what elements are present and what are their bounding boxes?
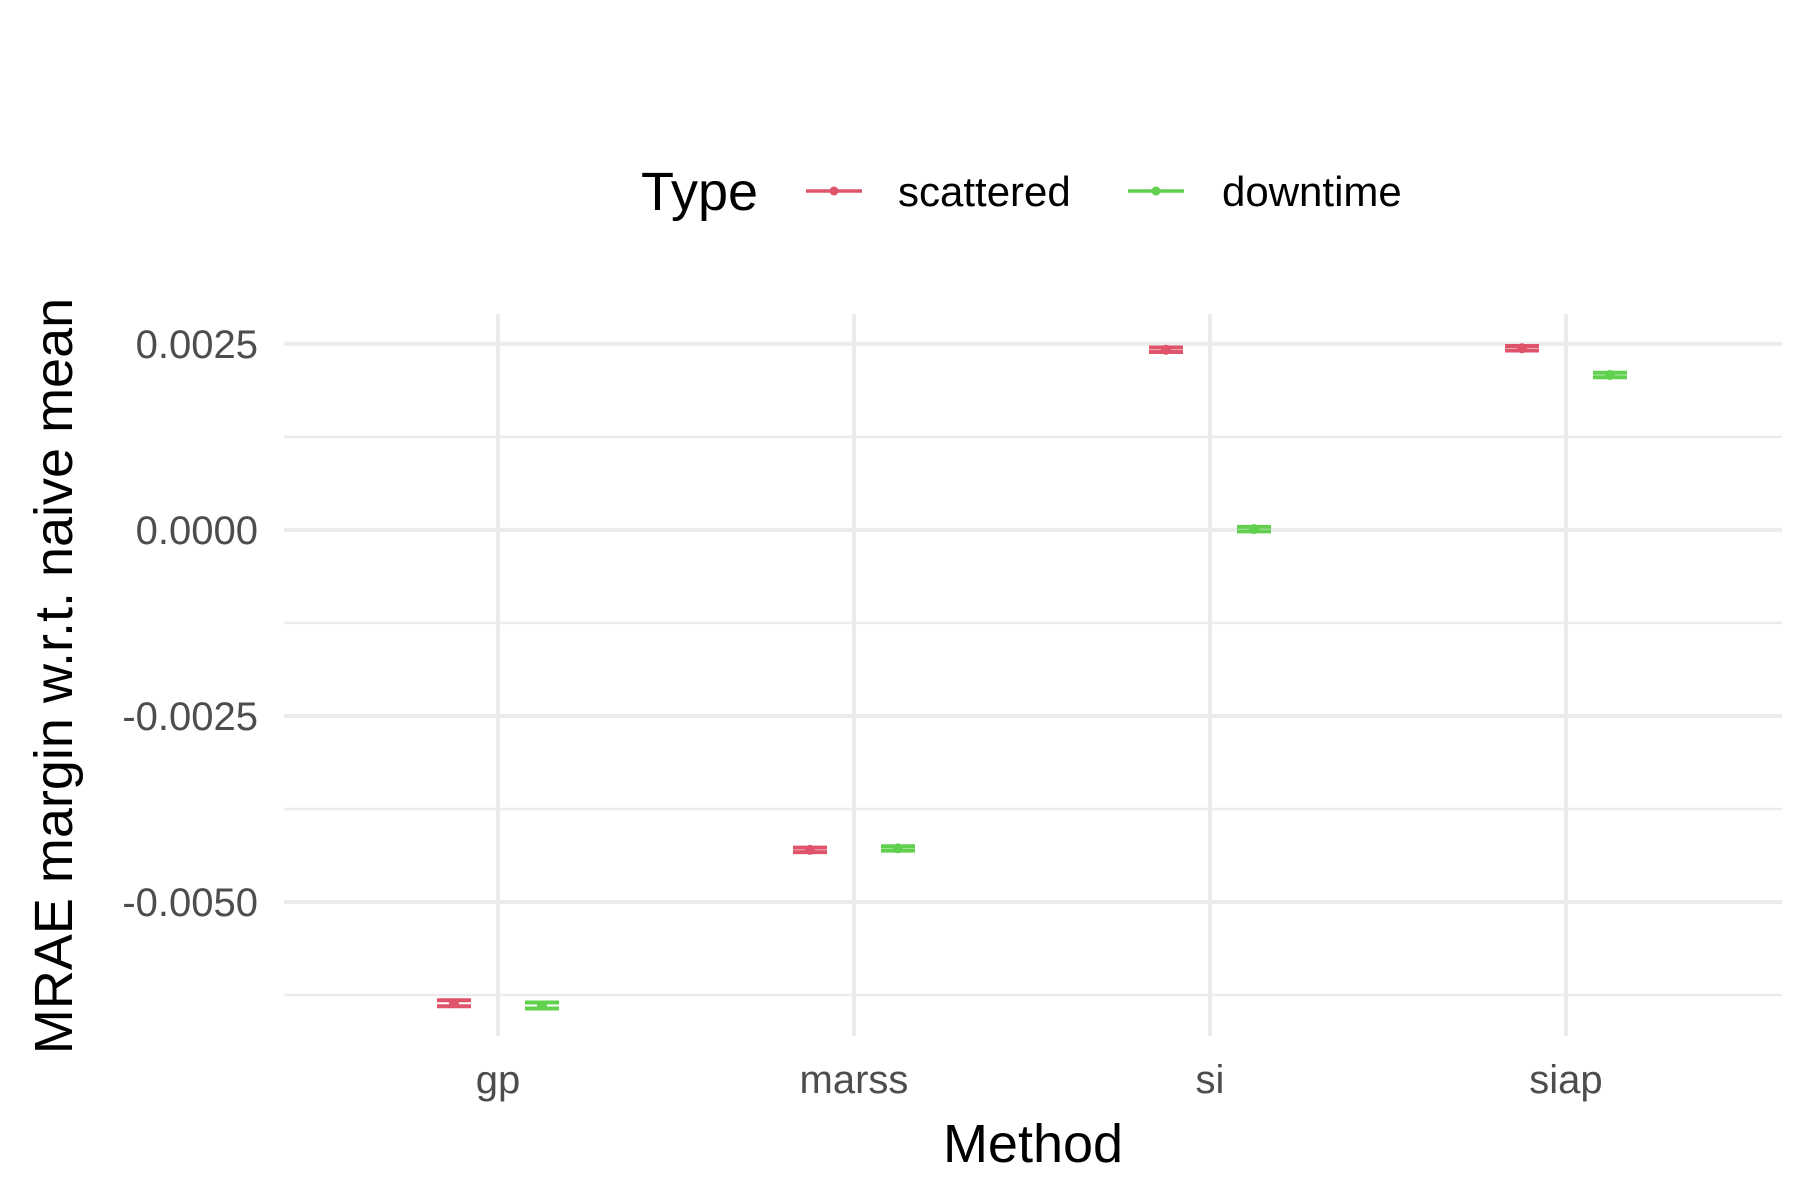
errorbar-downtime-siap (1593, 370, 1627, 381)
grid-layer (284, 314, 1782, 1036)
errorbar-downtime-gp (525, 1000, 559, 1011)
errorbar-downtime-si (1237, 524, 1271, 535)
data-point (1517, 343, 1527, 354)
marks-layer (437, 343, 1627, 1011)
legend-label: downtime (1222, 168, 1402, 215)
legend-entry-downtime: downtime (1128, 168, 1402, 215)
errorbar-scattered-si (1149, 344, 1183, 355)
errorbar-downtime-marss (881, 843, 915, 854)
data-point (1161, 344, 1171, 355)
legend-label: scattered (898, 168, 1071, 215)
legend-title: Type (641, 162, 758, 222)
x-tick-labels: gp marss si siap (476, 1058, 1603, 1102)
y-tick-label: -0.0050 (122, 881, 258, 925)
x-tick-label: siap (1529, 1058, 1602, 1102)
errorbar-scattered-siap (1505, 343, 1539, 354)
legend: Type scattered downtime (641, 162, 1402, 222)
y-tick-label: 0.0025 (136, 323, 258, 367)
y-tick-label: -0.0025 (122, 695, 258, 739)
errorbar-scattered-gp (437, 998, 471, 1009)
x-tick-label: si (1196, 1058, 1225, 1102)
y-tick-label: 0.0000 (136, 509, 258, 553)
legend-key-point (829, 186, 839, 196)
data-point (805, 844, 815, 855)
legend-key-point (1151, 186, 1161, 196)
data-point (449, 998, 459, 1009)
legend-entry-scattered: scattered (806, 168, 1071, 215)
data-point (537, 1000, 547, 1011)
y-tick-labels: 0.0025 0.0000 -0.0025 -0.0050 (122, 323, 258, 925)
data-point (893, 843, 903, 854)
errorbar-scattered-marss (793, 844, 827, 855)
data-point (1249, 524, 1259, 535)
x-tick-label: gp (476, 1058, 521, 1102)
y-axis-title: MRAE margin w.r.t. naive mean (24, 298, 84, 1054)
x-tick-label: marss (800, 1058, 909, 1102)
data-point (1605, 370, 1615, 381)
x-axis-title: Method (943, 1114, 1123, 1174)
